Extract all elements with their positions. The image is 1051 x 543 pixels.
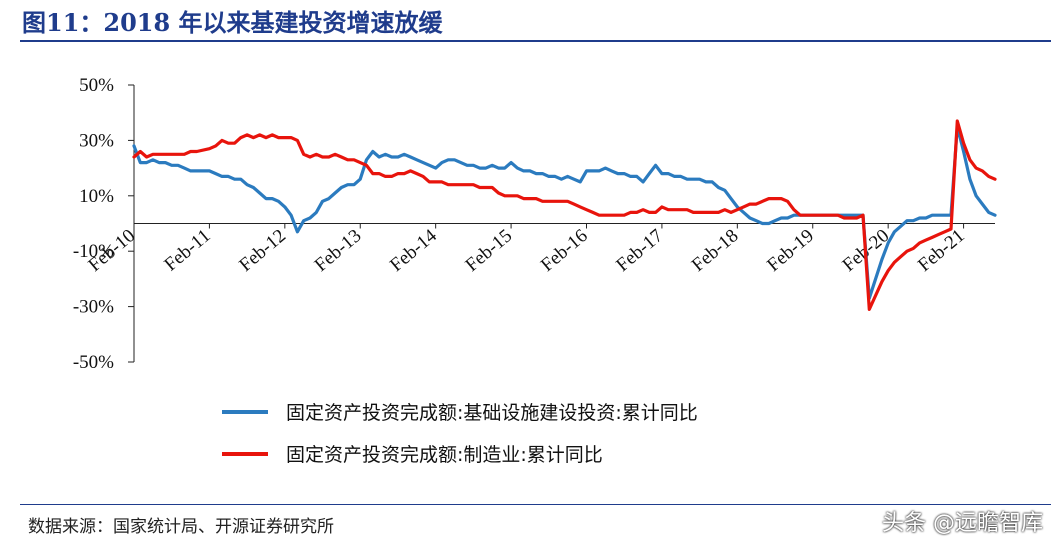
source-rule <box>20 504 1051 505</box>
x-tick-label: Feb-14 <box>386 225 441 276</box>
chart-legend: 固定资产投资完成额:基础设施建设投资:累计同比 固定资产投资完成额:制造业:累计… <box>222 402 698 466</box>
legend-label-manufacturing: 固定资产投资完成额:制造业:累计同比 <box>286 444 603 466</box>
chart-title: 图11：2018 年以来基建投资增速放缓 <box>22 8 443 37</box>
y-tick-label: -50% <box>73 352 114 373</box>
title-rule <box>20 40 1051 42</box>
x-tick-label: Feb-19 <box>763 225 818 276</box>
series-line-manufacturing <box>132 119 997 311</box>
x-tick-label: Feb-18 <box>688 225 743 276</box>
x-tick-label: Feb-17 <box>612 225 667 276</box>
x-tick-label: Feb-13 <box>311 225 366 276</box>
watermark: 头条 @远瞻智库 <box>882 511 1043 536</box>
y-tick-label: 30% <box>79 130 114 151</box>
x-tick-label: Feb-15 <box>462 225 517 276</box>
series-line-infrastructure <box>132 124 997 300</box>
chart-series <box>132 119 997 311</box>
y-tick-label: -30% <box>73 297 114 318</box>
source-note: 数据来源：国家统计局、开源证券研究所 <box>28 517 334 537</box>
x-tick-label: Feb-11 <box>160 225 214 275</box>
y-tick-label: -10% <box>73 241 114 262</box>
y-tick-label: 10% <box>79 186 114 207</box>
legend-label-infrastructure: 固定资产投资完成额:基础设施建设投资:累计同比 <box>286 402 698 424</box>
chart-axes: 50%30%10%-10%-30%-50%Feb-10 Feb-11 Feb-12 F… <box>73 75 995 373</box>
y-tick-label: 50% <box>79 75 114 96</box>
x-tick-label: Feb-16 <box>537 225 592 276</box>
x-tick-label: Feb-12 <box>235 225 290 276</box>
